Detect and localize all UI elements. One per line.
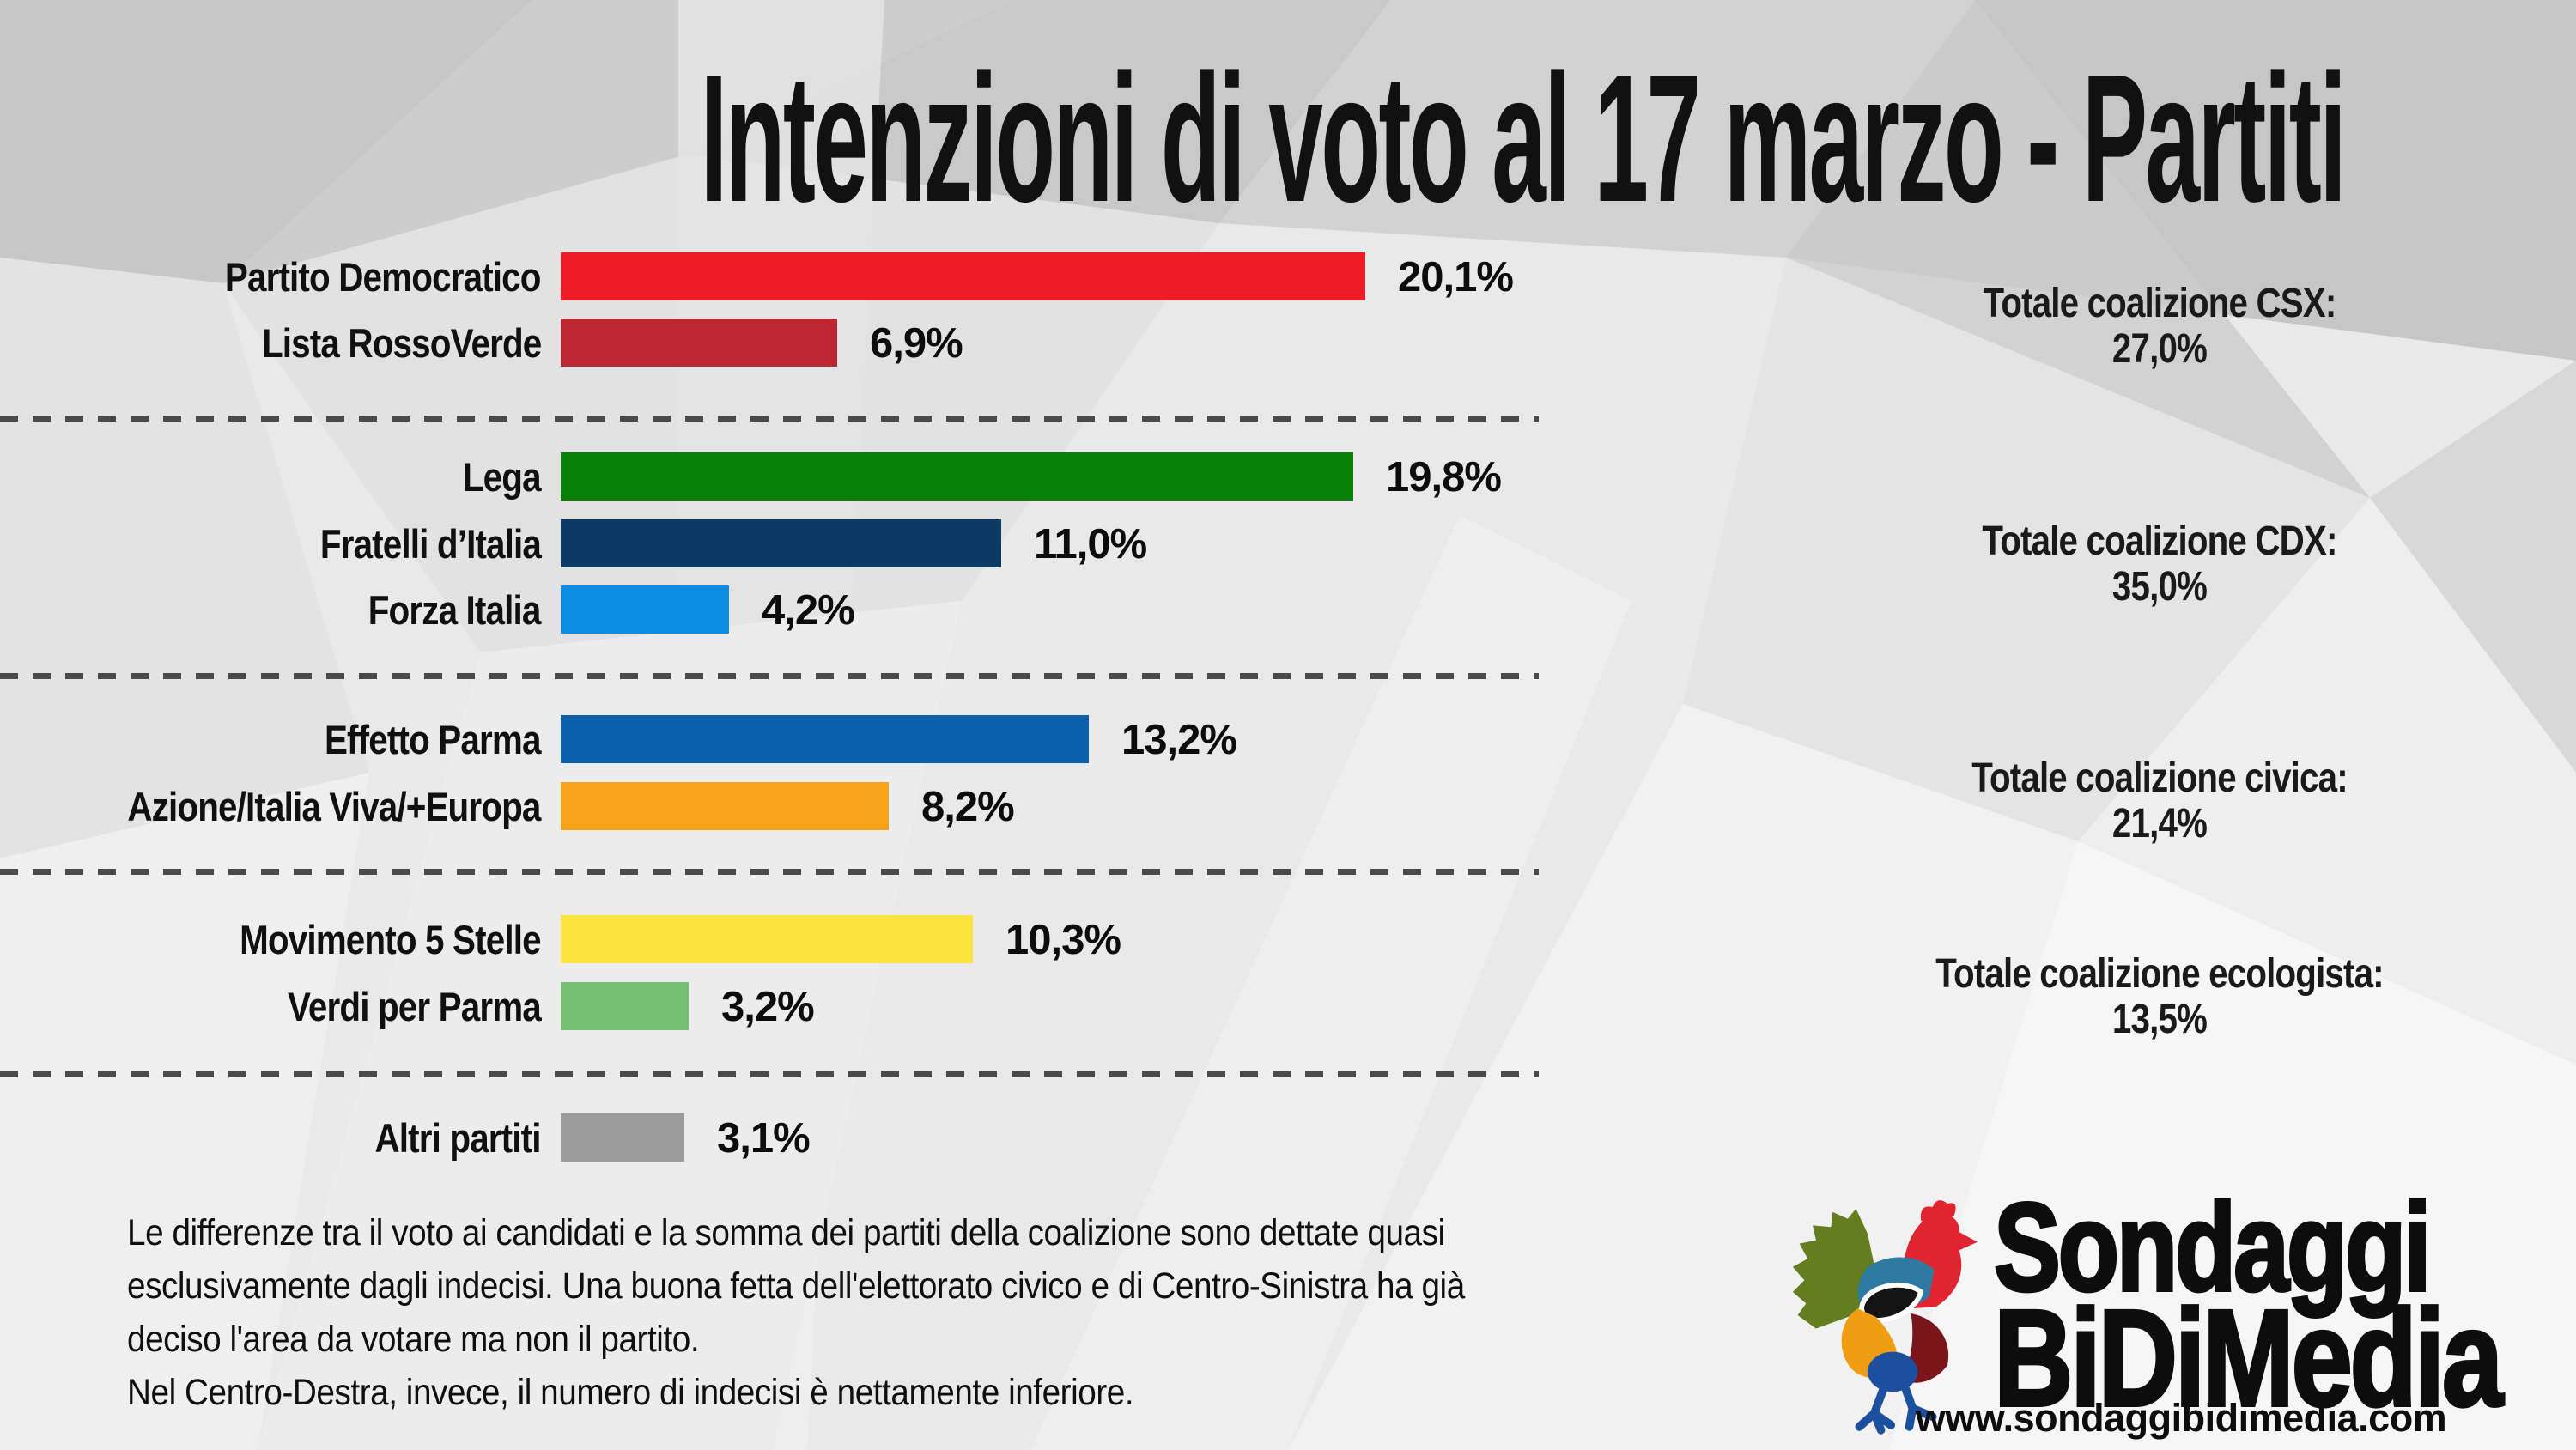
party-row-forza-italia: Forza Italia 4,2% bbox=[0, 585, 2576, 634]
party-value: 8,2% bbox=[921, 784, 1015, 830]
coalition-total-value: 27,0% bbox=[2111, 326, 2208, 372]
coalition-total-totale-coalizione-cdx: Totale coalizione CDX: 35,0% bbox=[1833, 519, 2486, 610]
party-row-altri-partiti: Altri partiti 3,1% bbox=[0, 1113, 2576, 1162]
coalition-total-label: Totale coalizione CDX: bbox=[1982, 519, 2337, 564]
party-bar bbox=[561, 715, 1089, 763]
party-row-movimento-5-stelle: Movimento 5 Stelle 10,3% bbox=[0, 915, 2576, 963]
coalition-total-value: 21,4% bbox=[2111, 801, 2208, 846]
party-value: 3,1% bbox=[717, 1115, 811, 1162]
party-row-fratelli-d-italia: Fratelli d’Italia 11,0% bbox=[0, 519, 2576, 567]
party-bar bbox=[561, 915, 973, 963]
logo-wordmark: Sondaggi BiDiMedia bbox=[1992, 1177, 2504, 1435]
party-bar bbox=[561, 782, 889, 830]
group-separator-2 bbox=[0, 673, 1539, 679]
coalition-total-totale-coalizione-ecologista: Totale coalizione ecologista: 13,5% bbox=[1833, 951, 2486, 1042]
party-label: Fratelli d’Italia bbox=[319, 521, 542, 567]
party-row-verdi-per-parma: Verdi per Parma 3,2% bbox=[0, 982, 2576, 1030]
party-value: 4,2% bbox=[762, 587, 855, 634]
party-value: 19,8% bbox=[1386, 454, 1502, 501]
party-row-effetto-parma: Effetto Parma 13,2% bbox=[0, 715, 2576, 763]
logo-line1: Sondaggi bbox=[1992, 1177, 2433, 1317]
group-separator-4 bbox=[0, 1071, 1539, 1077]
party-value: 3,2% bbox=[721, 984, 815, 1030]
party-value: 6,9% bbox=[870, 320, 963, 367]
party-row-lega: Lega 19,8% bbox=[0, 452, 2576, 501]
party-label: Partito Democratico bbox=[225, 254, 542, 300]
party-bar bbox=[561, 452, 1353, 501]
party-row-azione-italia-viva-europa: Azione/Italia Viva/+Europa 8,2% bbox=[0, 782, 2576, 830]
party-bar bbox=[561, 252, 1365, 300]
party-label: Verdi per Parma bbox=[288, 984, 542, 1029]
coalition-total-value: 35,0% bbox=[2111, 564, 2208, 610]
logo-line2: BiDiMedia bbox=[1992, 1281, 2504, 1435]
party-bar bbox=[561, 319, 837, 367]
party-bar bbox=[561, 982, 689, 1030]
coalition-total-value: 13,5% bbox=[2111, 997, 2208, 1042]
bidimedia-rooster-icon bbox=[1792, 1200, 1978, 1435]
party-bar bbox=[561, 519, 1001, 567]
coalition-total-label: Totale coalizione ecologista: bbox=[1935, 951, 2384, 997]
coalition-total-totale-coalizione-civica: Totale coalizione civica: 21,4% bbox=[1833, 755, 2486, 846]
party-row-lista-rossoverde: Lista RossoVerde 6,9% bbox=[0, 319, 2576, 367]
party-label: Forza Italia bbox=[368, 587, 542, 633]
page-title: Intenzioni di voto al 17 marzo - Partiti bbox=[700, 36, 2347, 240]
party-label: Azione/Italia Viva/+Europa bbox=[127, 784, 542, 829]
party-value: 13,2% bbox=[1121, 717, 1237, 763]
party-label: Movimento 5 Stelle bbox=[240, 917, 541, 962]
party-label: Lista RossoVerde bbox=[261, 320, 542, 366]
party-label: Effetto Parma bbox=[325, 717, 541, 762]
party-value: 20,1% bbox=[1398, 254, 1514, 300]
logo-url: www.sondaggibidimedia.com bbox=[1915, 1396, 2447, 1440]
party-value: 11,0% bbox=[1034, 521, 1147, 567]
coalition-total-totale-coalizione-csx: Totale coalizione CSX: 27,0% bbox=[1833, 281, 2486, 372]
party-bar bbox=[561, 1113, 684, 1162]
party-value: 10,3% bbox=[1005, 917, 1121, 963]
coalition-total-label: Totale coalizione civica: bbox=[1971, 755, 2348, 801]
party-label: Altri partiti bbox=[374, 1115, 542, 1161]
party-label: Lega bbox=[463, 454, 542, 500]
party-bar bbox=[561, 585, 729, 634]
group-separator-1 bbox=[0, 416, 1539, 422]
party-row-partito-democratico: Partito Democratico 20,1% bbox=[0, 252, 2576, 300]
footnote-text: Le differenze tra il voto ai candidati e… bbox=[127, 1212, 1465, 1413]
group-separator-3 bbox=[0, 869, 1539, 875]
coalition-total-label: Totale coalizione CSX: bbox=[1983, 281, 2337, 326]
